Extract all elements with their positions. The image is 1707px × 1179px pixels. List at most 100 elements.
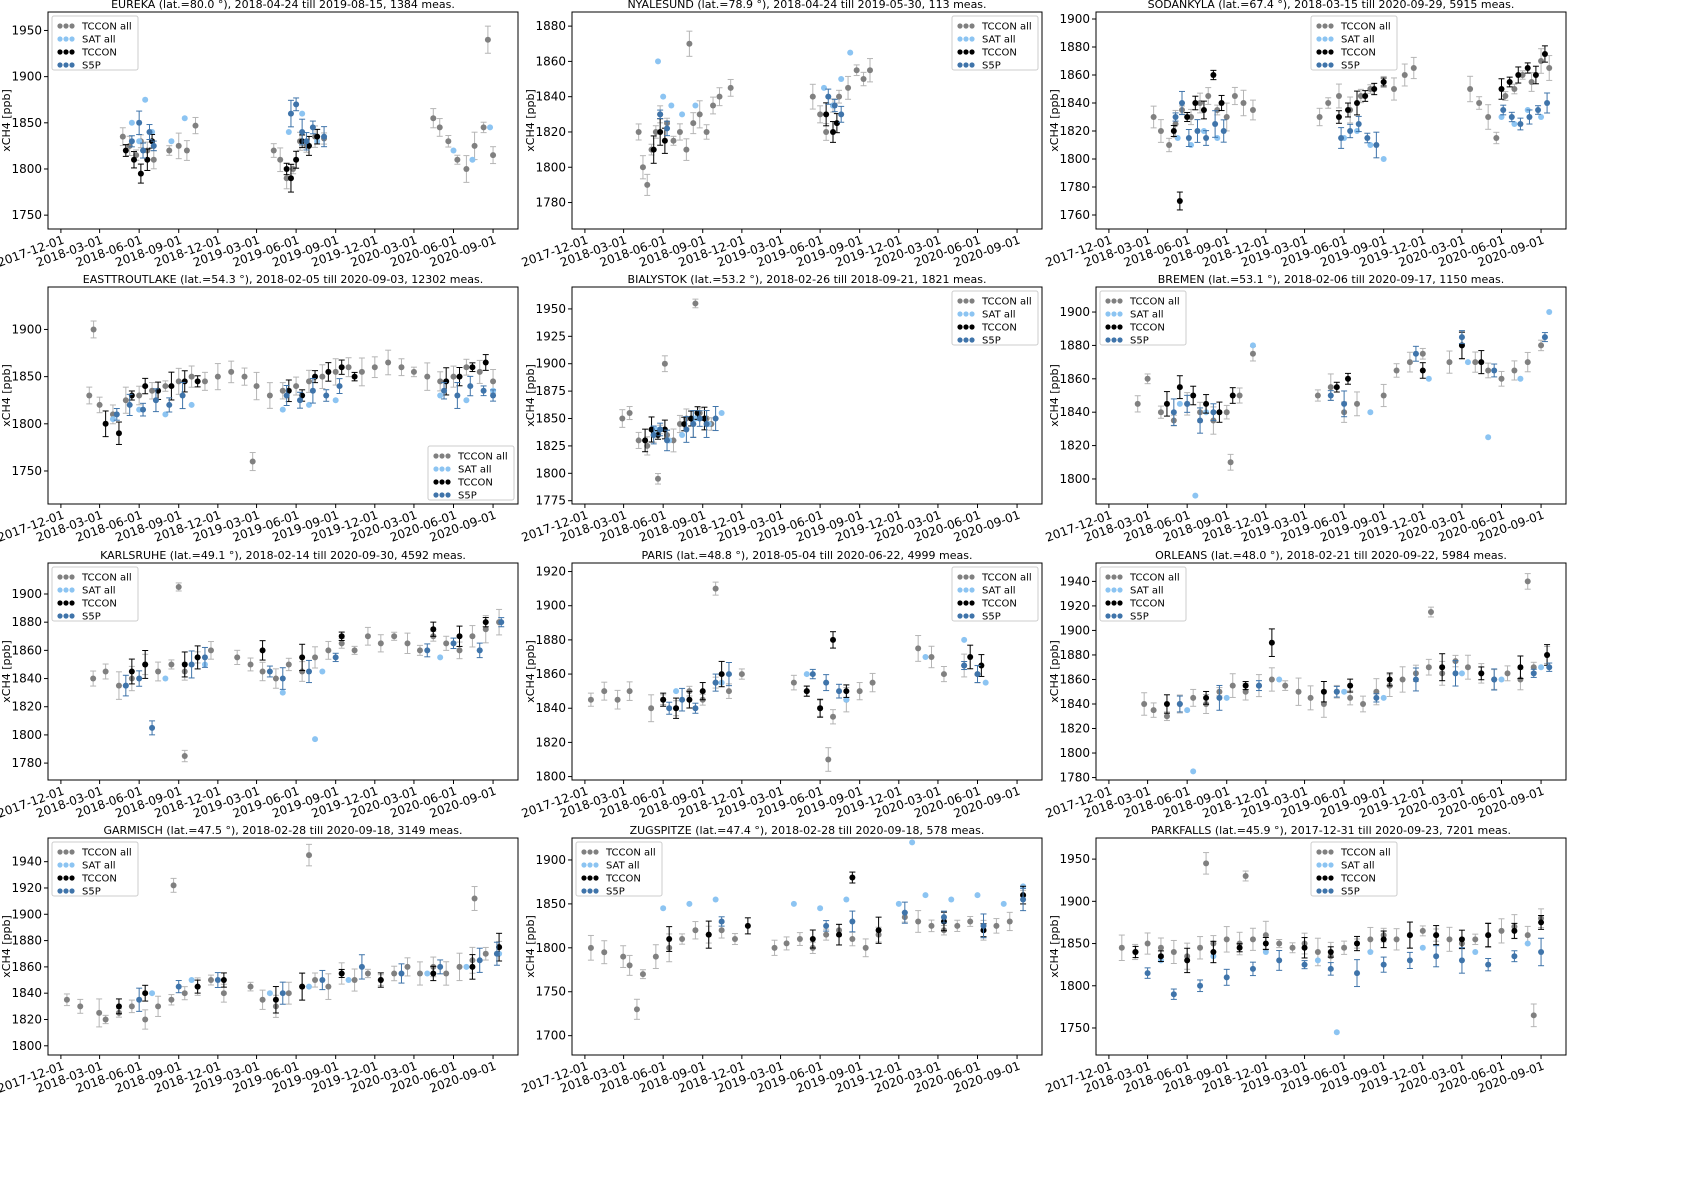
- data-point: [424, 970, 431, 977]
- data-point: [1327, 965, 1334, 972]
- legend-marker: [57, 613, 63, 619]
- data-point: [220, 990, 227, 997]
- legend-marker: [439, 479, 445, 485]
- data-point: [450, 147, 457, 154]
- data-point: [718, 927, 725, 934]
- y-tick-label: 1820: [1059, 439, 1090, 453]
- data-point: [299, 654, 306, 661]
- panel-title: EUREKA (lat.=80.0 °), 2018-04-24 till 20…: [111, 0, 455, 11]
- panel-title: PARIS (lat.=48.8 °), 2018-05-04 till 202…: [642, 549, 973, 562]
- data-point: [1212, 121, 1219, 127]
- data-point: [703, 128, 710, 135]
- panel-5: BREMEN (lat.=53.1 °), 2018-02-06 till 20…: [1044, 273, 1567, 545]
- data-point: [676, 128, 683, 135]
- data-point: [188, 373, 195, 380]
- data-point: [336, 383, 343, 390]
- legend-marker: [963, 23, 969, 29]
- data-point: [664, 437, 671, 444]
- y-tick-label: 1840: [11, 986, 42, 1000]
- data-point: [122, 147, 129, 154]
- data-point: [1320, 688, 1327, 695]
- data-point: [838, 111, 845, 118]
- legend-marker: [957, 36, 963, 42]
- data-point: [670, 137, 677, 144]
- data-point: [293, 383, 300, 390]
- plot-frame: [1095, 11, 1567, 230]
- data-point: [1325, 100, 1332, 106]
- data-point: [833, 120, 840, 127]
- data-point: [181, 753, 188, 760]
- legend-marker: [957, 574, 963, 580]
- data-point: [1170, 128, 1177, 134]
- data-point: [283, 392, 290, 399]
- legend-marker: [581, 888, 587, 894]
- data-point: [849, 874, 856, 881]
- data-layer: [1118, 852, 1545, 1036]
- data-point: [1446, 359, 1453, 366]
- data-point: [220, 977, 227, 984]
- panel-title: BIALYSTOK (lat.=53.2 °), 2018-02-26 till…: [628, 273, 987, 286]
- legend-marker: [1316, 49, 1322, 55]
- legend-label: TCCON: [81, 48, 117, 59]
- y-tick-label: 1840: [11, 672, 42, 686]
- series-s5p: [666, 661, 981, 715]
- data-point: [1333, 1029, 1340, 1036]
- data-point: [1150, 114, 1157, 120]
- panel-2: SODANKYLA (lat.=67.4 °), 2018-03-15 till…: [1044, 0, 1567, 270]
- data-point: [683, 146, 690, 153]
- data-point: [686, 696, 693, 703]
- legend-marker: [1322, 62, 1328, 68]
- y-tick-label: 1780: [1059, 180, 1090, 194]
- data-point: [207, 977, 214, 984]
- legend-marker: [1111, 574, 1117, 580]
- panel-11: PARKFALLS (lat.=45.9 °), 2017-12-31 till…: [1044, 824, 1567, 1096]
- data-point: [648, 426, 655, 433]
- legend-label: SAT all: [606, 861, 640, 872]
- panel-3: EASTTROUTLAKE (lat.=54.3 °), 2018-02-05 …: [0, 273, 519, 545]
- data-point: [303, 138, 310, 145]
- data-point: [285, 129, 292, 136]
- legend-marker: [581, 862, 587, 868]
- legend: TCCON all SAT all TCCON S5P: [951, 290, 1039, 347]
- legend-box: [51, 841, 139, 897]
- legend: TCCON all SAT all TCCON S5P: [1310, 15, 1398, 72]
- y-tick-label: 1840: [1059, 405, 1090, 419]
- data-point: [1517, 121, 1524, 127]
- plot-frame: [571, 837, 1043, 1056]
- series-s5p: [113, 375, 497, 421]
- legend-marker: [63, 49, 69, 55]
- data-point: [1268, 676, 1275, 683]
- data-point: [1314, 957, 1321, 964]
- legend-label: TCCON all: [981, 573, 1032, 584]
- data-point: [843, 688, 850, 695]
- data-point: [480, 124, 487, 131]
- legend-box: [1099, 566, 1187, 622]
- legend-marker: [593, 849, 599, 855]
- data-point: [323, 392, 330, 399]
- y-axis-label: xCH4 [ppb]: [0, 89, 13, 152]
- data-point: [803, 688, 810, 695]
- data-point: [664, 125, 671, 132]
- series-tccon-all: [587, 889, 1027, 1020]
- data-point: [102, 420, 109, 427]
- y-tick-label: 1800: [1059, 746, 1090, 760]
- data-point: [1347, 128, 1354, 134]
- data-point: [463, 397, 470, 404]
- y-tick-label: 1840: [535, 701, 566, 715]
- data-point: [424, 647, 431, 654]
- data-point: [498, 619, 505, 626]
- data-point: [1223, 114, 1230, 120]
- legend-marker: [957, 587, 963, 593]
- data-point: [1020, 896, 1027, 903]
- y-tick-label: 1820: [535, 735, 566, 749]
- data-point: [142, 661, 149, 668]
- data-point: [249, 458, 256, 465]
- legend: TCCON all SAT all TCCON S5P: [51, 15, 139, 72]
- data-point: [1493, 135, 1500, 141]
- data-point: [1500, 107, 1507, 113]
- data-point: [725, 688, 732, 695]
- data-point: [454, 156, 461, 163]
- data-point: [915, 918, 922, 925]
- data-point: [207, 647, 214, 654]
- data-point: [823, 679, 830, 686]
